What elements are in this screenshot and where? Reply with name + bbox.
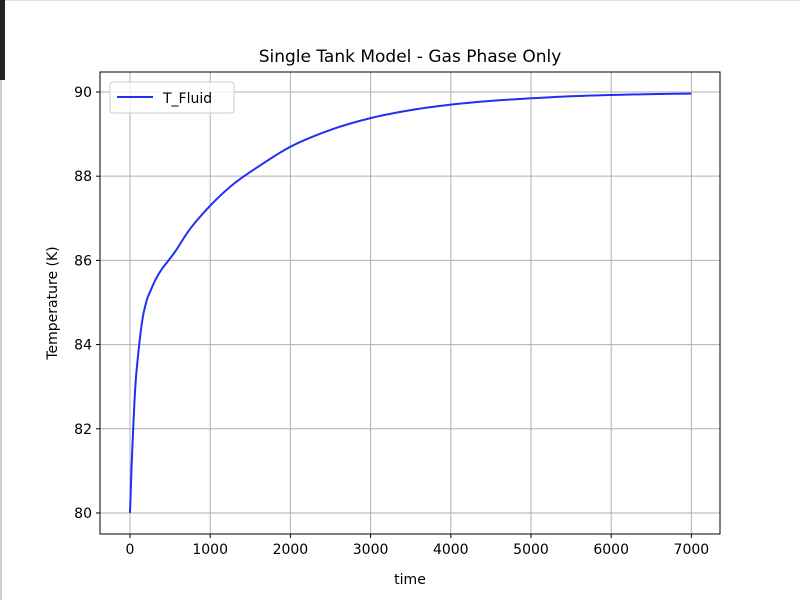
x-tick-label: 0 bbox=[126, 542, 135, 558]
legend: T_Fluid bbox=[109, 81, 235, 114]
series-line-t-fluid bbox=[128, 92, 692, 513]
series-layer bbox=[128, 92, 692, 513]
chart-title: Single Tank Model - Gas Phase Only bbox=[259, 47, 562, 67]
x-tick-label: 3000 bbox=[353, 542, 389, 558]
x-tick-label: 7000 bbox=[674, 542, 710, 558]
y-axis-label: Temperature (K) bbox=[45, 246, 61, 360]
y-tick-label: 84 bbox=[74, 338, 92, 354]
x-tick-label: 6000 bbox=[593, 542, 629, 558]
y-tick-label: 90 bbox=[74, 85, 92, 101]
background-window-edge-lower bbox=[0, 80, 2, 600]
y-tick-label: 86 bbox=[74, 253, 92, 269]
window-top-border bbox=[0, 0, 800, 1]
background-window-edge bbox=[0, 0, 5, 80]
x-tick-label: 4000 bbox=[433, 542, 469, 558]
x-axis-label: time bbox=[394, 572, 426, 588]
y-tick-label: 88 bbox=[74, 169, 92, 185]
grid bbox=[100, 72, 720, 534]
ticks: 0 1000 2000 3000 4000 5000 6000 7000 80 82 84 86 88 9… bbox=[74, 85, 709, 558]
y-tick-label: 80 bbox=[74, 506, 92, 522]
axes-frame bbox=[99, 71, 721, 535]
x-tick-label: 1000 bbox=[192, 542, 228, 558]
x-tick-label: 2000 bbox=[273, 542, 309, 558]
y-tick-label: 82 bbox=[74, 422, 92, 438]
legend-label-t-fluid: T_Fluid bbox=[162, 91, 212, 107]
legend-box bbox=[109, 81, 235, 114]
x-tick-label: 5000 bbox=[513, 542, 549, 558]
